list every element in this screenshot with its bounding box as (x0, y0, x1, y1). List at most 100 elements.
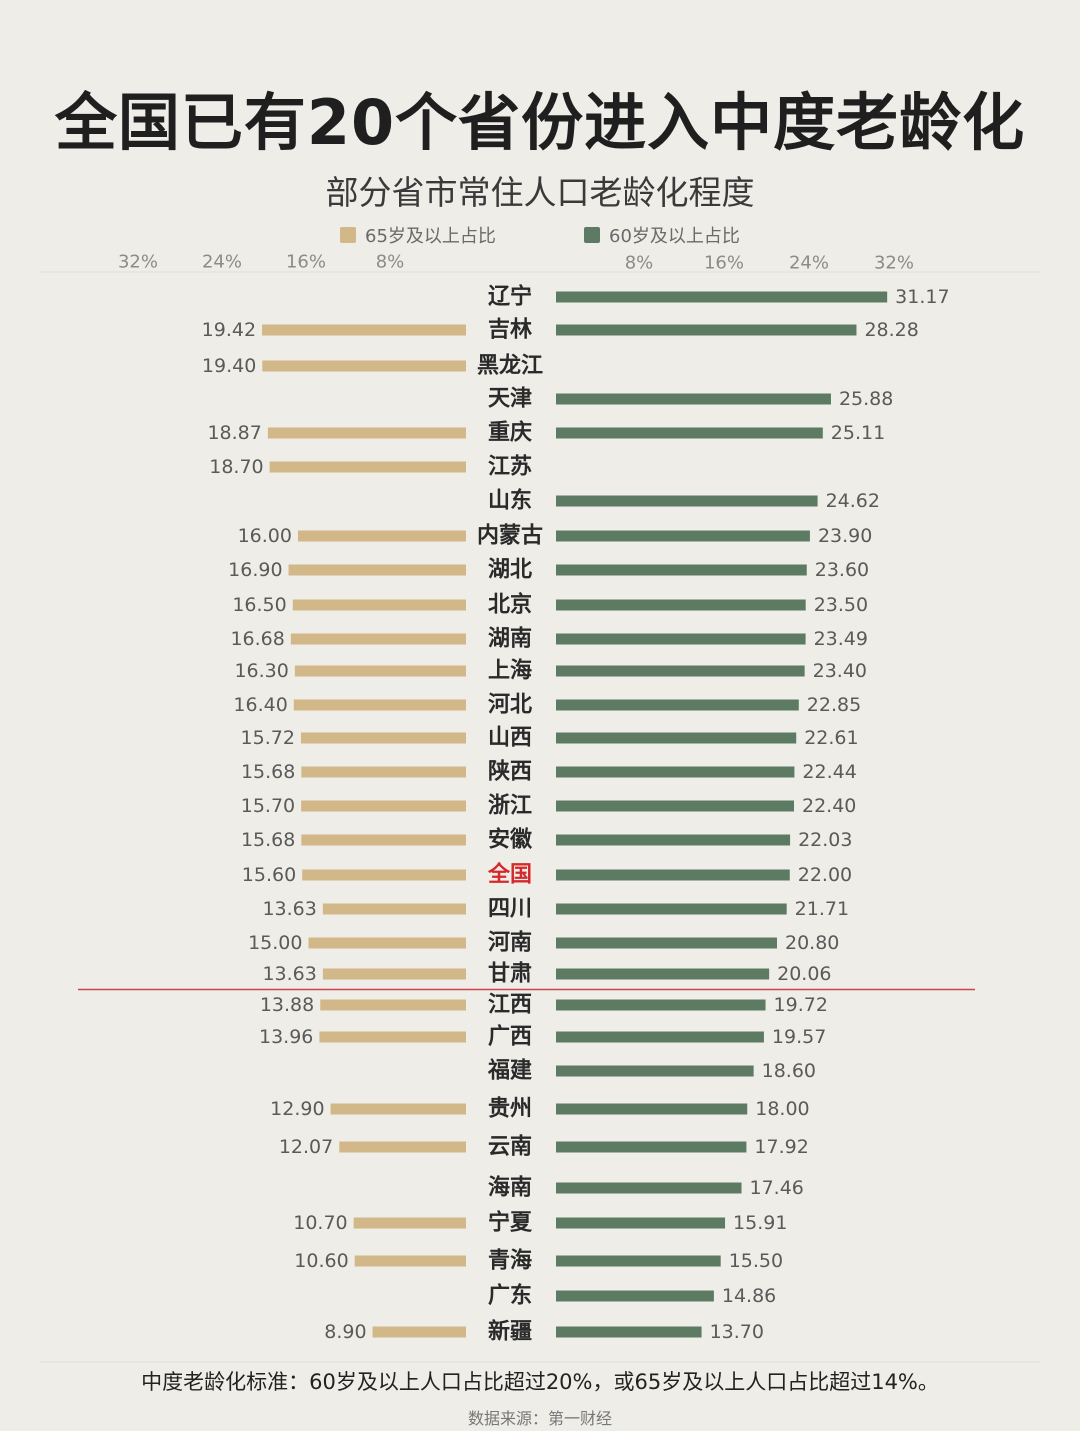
bar-65-plus (301, 800, 466, 812)
bar-60-plus (556, 732, 797, 744)
bar-60-plus (556, 495, 818, 507)
value-label-60: 17.46 (750, 1177, 804, 1199)
page-title: 全国已有20个省份进入中度老龄化 (54, 86, 1026, 159)
value-label-60: 15.50 (729, 1250, 783, 1272)
bar-60-plus (556, 999, 766, 1011)
category-label: 上海 (488, 658, 532, 684)
value-label-65: 16.30 (234, 660, 288, 682)
value-label-65: 10.60 (294, 1250, 348, 1272)
value-label-65: 16.50 (232, 594, 286, 616)
bar-65-plus (302, 869, 466, 881)
bar-65-plus (269, 461, 466, 473)
bar-65-plus (262, 360, 466, 372)
value-label-60: 14.86 (722, 1285, 776, 1307)
bar-65-plus (298, 530, 466, 542)
footnote: 中度老龄化标准：60岁及以上人口占比超过20%，或65岁及以上人口占比超过14%… (141, 1370, 939, 1394)
value-label-65: 15.72 (241, 727, 295, 749)
category-label: 全国 (487, 862, 532, 888)
category-label: 河北 (488, 693, 532, 718)
value-label-60: 20.06 (777, 963, 831, 985)
bar-65-plus (288, 564, 466, 576)
bar-60-plus (556, 291, 888, 303)
value-label-60: 23.90 (818, 525, 872, 547)
value-label-65: 10.70 (293, 1212, 347, 1234)
category-label: 福建 (487, 1059, 532, 1084)
bar-60-plus (556, 869, 790, 881)
bar-60-plus (556, 324, 857, 336)
category-label: 安徽 (488, 827, 533, 853)
value-label-60: 28.28 (864, 319, 918, 341)
value-label-65: 13.63 (262, 898, 316, 920)
bar-60-plus (556, 834, 791, 846)
bar-60-plus (556, 1255, 721, 1267)
value-label-60: 22.85 (807, 694, 861, 716)
category-label: 江苏 (488, 454, 532, 480)
value-label-60: 18.60 (762, 1060, 816, 1082)
category-label: 青海 (488, 1248, 532, 1274)
value-label-60: 31.17 (895, 286, 949, 308)
bar-65-plus (319, 1031, 466, 1043)
category-label: 新疆 (488, 1319, 532, 1345)
bar-60-plus (556, 1031, 764, 1043)
right-axis-tick: 8% (625, 253, 654, 274)
category-label: 辽宁 (488, 284, 532, 310)
chart-subtitle: 部分省市常住人口老龄化程度 (325, 173, 755, 212)
bar-60-plus (556, 564, 807, 576)
category-label: 贵州 (488, 1097, 532, 1122)
value-label-65: 16.68 (230, 628, 284, 650)
bar-65-plus (372, 1326, 466, 1338)
bar-65-plus (293, 699, 466, 711)
bar-60-plus (556, 937, 777, 949)
value-label-60: 22.40 (802, 795, 856, 817)
bar-60-plus (556, 766, 795, 778)
bar-60-plus (556, 1141, 747, 1153)
bar-65-plus (294, 665, 466, 677)
category-label: 甘肃 (488, 961, 532, 987)
category-label: 黑龙江 (477, 354, 543, 379)
category-label: 四川 (488, 897, 532, 922)
bar-60-plus (556, 1182, 742, 1194)
category-label: 广东 (488, 1283, 532, 1309)
category-label: 海南 (488, 1175, 532, 1201)
left-axis-tick: 8% (376, 252, 405, 273)
value-label-60: 23.60 (815, 559, 869, 581)
category-label: 北京 (488, 592, 532, 618)
value-label-65: 16.90 (228, 559, 282, 581)
value-label-60: 13.70 (710, 1321, 764, 1343)
value-label-65: 15.00 (248, 932, 302, 954)
value-label-60: 19.57 (772, 1026, 826, 1048)
bar-65-plus (339, 1141, 466, 1153)
bar-60-plus (556, 699, 799, 711)
value-label-60: 22.00 (798, 864, 852, 886)
data-source: 数据来源：第一财经 (467, 1409, 612, 1428)
value-label-60: 22.61 (804, 727, 858, 749)
category-label: 江西 (488, 993, 532, 1018)
value-label-60: 25.88 (839, 388, 893, 410)
category-label: 天津 (488, 386, 532, 412)
bar-60-plus (556, 1290, 714, 1302)
category-label: 浙江 (488, 794, 532, 819)
bar-60-plus (556, 1065, 754, 1077)
bar-60-plus (556, 1103, 748, 1115)
value-label-60: 20.80 (785, 932, 839, 954)
legend-item-60: 60岁及以上占比 (584, 223, 740, 247)
bar-65-plus (353, 1217, 466, 1229)
bar-65-plus (301, 766, 466, 778)
bar-60-plus (556, 1326, 702, 1338)
category-label: 陕西 (488, 760, 532, 785)
bar-65-plus (320, 999, 466, 1011)
bar-60-plus (556, 903, 787, 915)
value-label-60: 23.40 (813, 660, 867, 682)
value-label-65: 15.60 (242, 864, 296, 886)
right-axis-tick: 24% (789, 253, 829, 274)
value-label-65: 15.70 (241, 795, 295, 817)
bar-60-plus (556, 393, 831, 405)
bar-60-plus (556, 1217, 726, 1229)
value-label-60: 17.92 (754, 1136, 808, 1158)
value-label-65: 18.70 (209, 456, 263, 478)
value-label-65: 19.40 (202, 355, 256, 377)
value-label-65: 16.40 (233, 694, 287, 716)
value-label-65: 13.96 (259, 1026, 313, 1048)
value-label-60: 18.00 (755, 1098, 809, 1120)
